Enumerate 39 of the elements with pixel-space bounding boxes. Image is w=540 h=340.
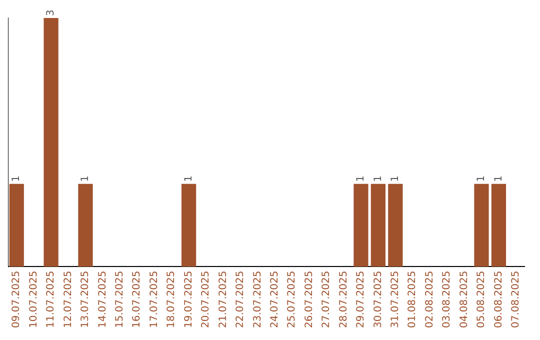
x-tick-label: 18.07.2025 [166,270,178,328]
x-tick-label: 21.07.2025 [218,270,229,328]
x-tick-label: 30.07.2025 [372,270,384,328]
x-tick-label: 20.07.2025 [200,270,212,328]
data-label: 1 [390,175,401,182]
x-tick-label: 12.07.2025 [62,270,74,328]
x-tick-label: 15.07.2025 [114,270,126,328]
x-tick-label: 29.07.2025 [356,270,367,328]
x-tick-label: 24.07.2025 [269,270,280,328]
x-tick-label: 19.07.2025 [183,270,194,328]
x-tick-label: 06.08.2025 [493,270,504,328]
data-label: 1 [493,175,504,182]
x-tick-label: 16.07.2025 [132,270,143,328]
data-label: 1 [80,175,92,182]
x-tick-label: 10.07.2025 [28,270,40,328]
x-tick-label: 13.07.2025 [80,270,92,328]
x-tick-label: 27.07.2025 [321,270,332,328]
x-tick-label: 17.07.2025 [148,270,160,328]
data-label: 1 [11,175,22,182]
x-tick-label: 23.07.2025 [252,270,264,328]
x-tick-label: 09.07.2025 [11,270,22,328]
x-tick-label: 28.07.2025 [338,270,350,328]
x-tick-label: 05.08.2025 [476,270,488,328]
x-tick-label: 31.07.2025 [390,270,401,328]
x-tick-label: 07.08.2025 [510,270,522,328]
x-tick-label: 02.08.2025 [424,270,436,328]
x-tick-label: 26.07.2025 [304,270,315,328]
x-tick-label: 03.08.2025 [442,270,453,328]
data-label: 3 [46,10,57,16]
data-label: 1 [476,175,488,182]
x-tick-label: 04.08.2025 [458,270,470,328]
data-label: 1 [372,175,384,182]
x-tick-label: 14.07.2025 [97,270,108,328]
x-tick-label: 11.07.2025 [46,270,57,328]
x-tick-label: 22.07.2025 [235,270,246,328]
data-label: 1 [183,175,194,182]
x-tick-label: 01.08.2025 [407,270,418,328]
x-tick-label: 25.07.2025 [286,270,298,328]
data-label: 1 [356,175,367,182]
